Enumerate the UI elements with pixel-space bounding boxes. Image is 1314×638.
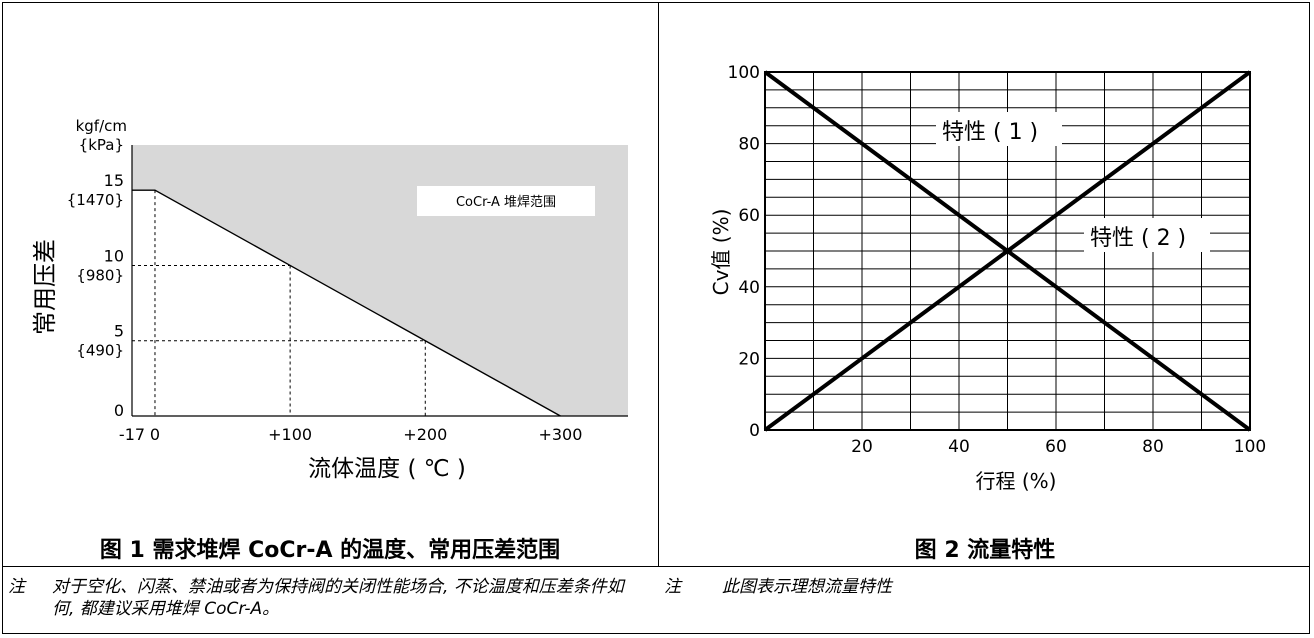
y-tick-label: 20 — [738, 349, 760, 369]
series1-label: 特性 ( 1 ) — [942, 120, 1038, 145]
y-axis-title: 常用压差 — [31, 239, 59, 335]
y-tick-sublabel: {980} — [76, 266, 124, 284]
x-tick-label: 80 — [1142, 437, 1164, 457]
y-tick-label: 0 — [749, 421, 760, 441]
x-axis-title: 流体温度 ( ℃ ) — [308, 456, 466, 482]
x-tick-label: 40 — [948, 437, 970, 457]
x-tick-label: +300 — [538, 425, 582, 444]
y-tick-label: 40 — [738, 278, 760, 298]
figure2-caption: 图 2 流量特性 — [660, 532, 1310, 564]
x-tick-label: +200 — [403, 425, 447, 444]
row-divider — [2, 566, 1310, 567]
y-tick-label: 100 — [728, 63, 760, 83]
y-tick-label: 10 — [104, 246, 124, 265]
cocr-a-region — [132, 145, 628, 416]
y-tick-labels: 15{1470} 10{980} 5{490} 0 — [67, 171, 124, 420]
note-right: 注 此图表示理想流量特性 — [664, 576, 1294, 626]
region-label: CoCr-A 堆焊范围 — [456, 194, 556, 210]
y-tick-label: 60 — [738, 206, 760, 226]
unit-top-label: kgf/cm — [76, 117, 127, 135]
figure1-chart: 15{1470}10{980}5{490}0 -17 0 +100 +200 +300 … — [0, 0, 660, 530]
figure1-caption: 图 1 需求堆焊 CoCr-A 的温度、常用压差范围 — [0, 532, 660, 564]
note-right-label: 注 — [664, 576, 681, 598]
x-tick-label: 0 — [150, 425, 160, 444]
y-tick-label: 5 — [114, 322, 124, 341]
y-tick-label: 0 — [114, 401, 124, 420]
y-tick-label: 15 — [104, 171, 124, 190]
y-tick-sublabel: {490} — [76, 342, 124, 360]
note-left-label: 注 — [8, 576, 25, 598]
x-tick-label: 20 — [851, 437, 873, 457]
x-tick-label: 100 — [1234, 437, 1266, 457]
figure2-chart: 特性 ( 1 ) 特性 ( 2 ) 0 20 40 60 80 100 20 40 60 80 1… — [660, 0, 1310, 530]
x-tick-label: -17 — [119, 425, 145, 444]
x-tick-labels: -17 0 +100 +200 +300 — [119, 425, 582, 444]
x-tick-label: 60 — [1045, 437, 1067, 457]
y-axis-title: Cv值 (%) — [709, 209, 733, 296]
x-axis-title: 行程 (%) — [976, 469, 1057, 493]
y-tick-sublabel: {1470} — [67, 191, 124, 209]
y-tick-label: 80 — [738, 135, 760, 155]
x-tick-label: +100 — [268, 425, 312, 444]
note-left-text: 对于空化、闪蒸、禁油或者为保持阀的关闭性能场合, 不论温度和压差条件如何, 都建… — [52, 576, 632, 620]
note-right-text: 此图表示理想流量特性 — [722, 576, 1262, 598]
note-left: 注 对于空化、闪蒸、禁油或者为保持阀的关闭性能场合, 不论温度和压差条件如何, … — [8, 576, 648, 626]
series2-label: 特性 ( 2 ) — [1090, 226, 1186, 251]
x-tick-labels: 20 40 60 80 100 — [851, 437, 1266, 457]
unit-bottom-label: {kPa} — [79, 136, 124, 154]
